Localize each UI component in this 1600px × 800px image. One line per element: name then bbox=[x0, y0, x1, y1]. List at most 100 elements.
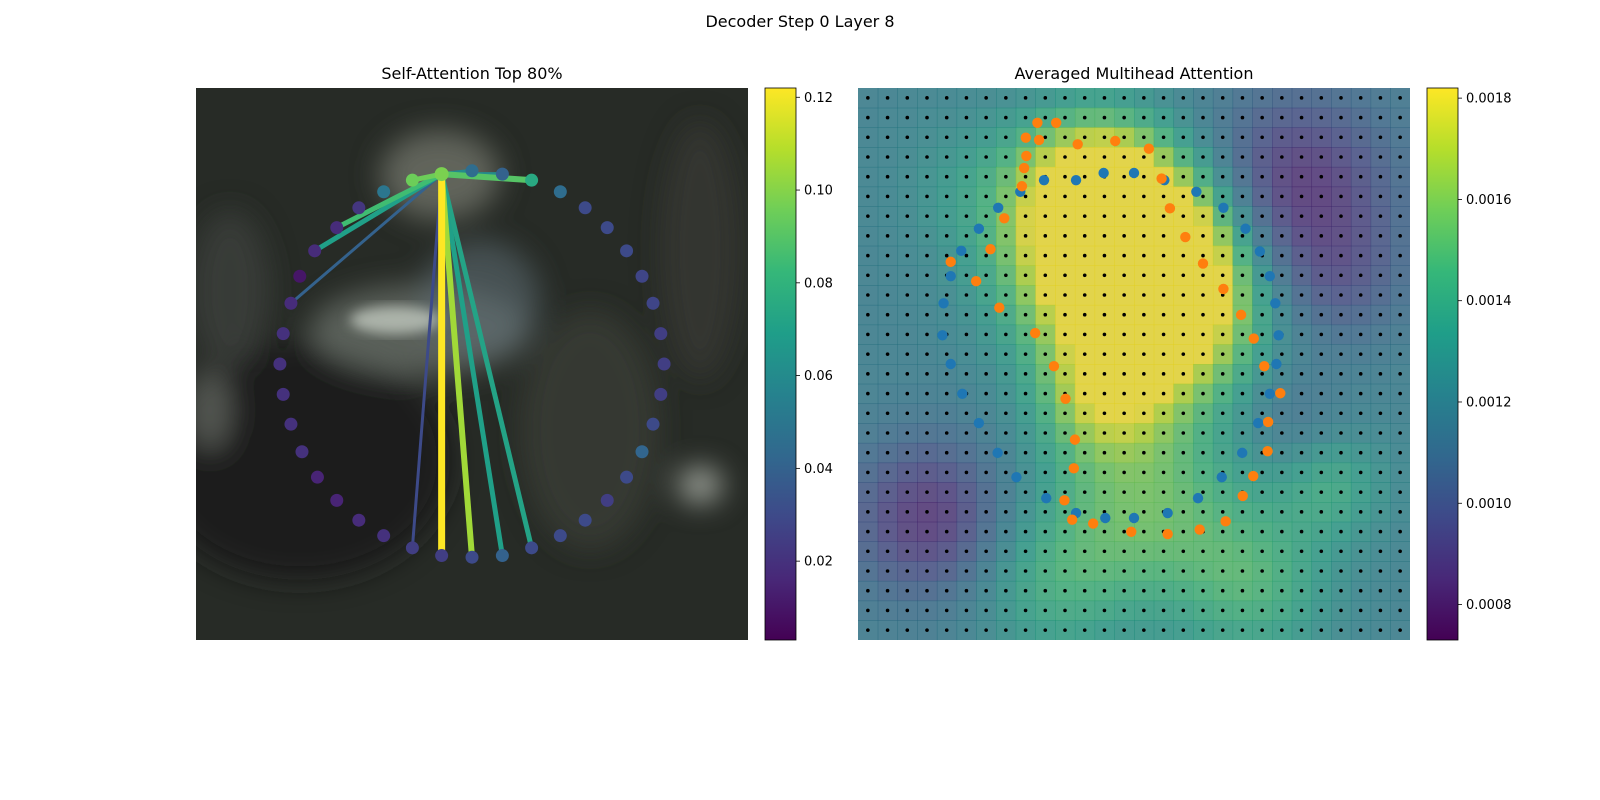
grid-dot bbox=[1358, 352, 1363, 356]
grid-dot bbox=[1181, 588, 1186, 593]
grid-dot bbox=[885, 608, 890, 613]
grid-dot bbox=[1201, 490, 1205, 494]
grid-dot bbox=[905, 96, 910, 100]
grid-dot bbox=[944, 352, 949, 356]
grid-dot bbox=[905, 608, 910, 613]
grid-dot bbox=[1398, 352, 1402, 356]
grid-dot bbox=[1161, 234, 1166, 238]
grid-dot bbox=[1319, 470, 1324, 475]
grid-dot bbox=[1319, 96, 1324, 100]
grid-dot bbox=[1220, 234, 1225, 238]
grid-dot bbox=[1004, 96, 1008, 100]
grid-dot bbox=[1280, 273, 1284, 278]
decoder-point-6 bbox=[1197, 258, 1209, 269]
grid-dot bbox=[1004, 253, 1008, 258]
grid-dot bbox=[1319, 411, 1324, 416]
grid-dot bbox=[1181, 608, 1186, 613]
grid-dot bbox=[1043, 470, 1048, 475]
grid-dot bbox=[1378, 332, 1383, 337]
grid-dot bbox=[1082, 174, 1087, 179]
decoder-point-1 bbox=[1110, 135, 1121, 147]
grid-dot bbox=[1280, 588, 1284, 593]
grid-dot bbox=[866, 312, 870, 317]
grid-dot bbox=[1142, 273, 1146, 278]
grid-dot bbox=[925, 411, 929, 416]
grid-dot bbox=[1280, 312, 1284, 317]
grid-dot bbox=[905, 588, 910, 593]
grid-dot bbox=[1142, 608, 1146, 613]
grid-dot bbox=[1220, 490, 1225, 494]
keypoint-0 bbox=[434, 167, 449, 182]
grid-dot bbox=[925, 628, 929, 632]
grid-dot bbox=[1161, 214, 1166, 218]
grid-dot bbox=[1260, 569, 1264, 573]
grid-dot bbox=[1023, 549, 1028, 554]
grid-dot bbox=[1063, 253, 1067, 258]
grid-dot bbox=[1082, 135, 1087, 140]
keypoint-9 bbox=[646, 296, 660, 310]
grid-dot bbox=[1358, 115, 1363, 120]
grid-dot bbox=[1358, 135, 1363, 140]
grid-dot bbox=[1181, 115, 1186, 120]
grid-dot bbox=[1319, 608, 1324, 613]
grid-dot bbox=[1023, 510, 1028, 514]
grid-dot bbox=[925, 312, 929, 317]
grid-dot bbox=[1339, 194, 1343, 199]
grid-dot bbox=[1220, 628, 1225, 632]
grid-dot bbox=[1339, 174, 1343, 179]
grid-dot bbox=[1063, 332, 1067, 337]
grid-dot bbox=[866, 214, 870, 218]
grid-dot bbox=[1280, 529, 1284, 534]
grid-dot bbox=[964, 470, 969, 475]
decoder-point-39 bbox=[1018, 162, 1030, 174]
grid-dot bbox=[1082, 529, 1087, 534]
grid-dot bbox=[1102, 628, 1107, 632]
grid-dot bbox=[1161, 273, 1166, 278]
grid-dot bbox=[1398, 273, 1402, 278]
grid-dot bbox=[1161, 470, 1166, 475]
grid-dot bbox=[925, 588, 929, 593]
decoder-point-32 bbox=[999, 213, 1010, 224]
grid-dot bbox=[1102, 608, 1107, 613]
grid-dot bbox=[1122, 431, 1126, 435]
grid-dot bbox=[1201, 431, 1205, 435]
grid-dot bbox=[1319, 234, 1324, 238]
grid-dot bbox=[1260, 115, 1264, 120]
grid-dot bbox=[1102, 135, 1107, 140]
encoder-point-15 bbox=[1216, 471, 1227, 483]
grid-dot bbox=[1142, 234, 1146, 238]
right-colorbar: 0.0008 0.0010 0.0012 0.0014 0.0016 0.0018 bbox=[1426, 87, 1512, 641]
grid-dot bbox=[984, 588, 988, 593]
grid-dot bbox=[885, 588, 890, 593]
encoder-point-24 bbox=[973, 417, 985, 429]
grid-dot bbox=[1220, 549, 1225, 554]
grid-dot bbox=[1240, 155, 1245, 159]
encoder-point-29 bbox=[945, 271, 956, 282]
grid-dot bbox=[1004, 510, 1008, 514]
keypoint-31 bbox=[273, 357, 287, 371]
grid-dot bbox=[905, 155, 910, 159]
grid-dot bbox=[1142, 332, 1146, 337]
grid-dot bbox=[1161, 588, 1166, 593]
grid-dot bbox=[944, 194, 949, 199]
grid-dot bbox=[1398, 293, 1402, 297]
grid-dot bbox=[1043, 115, 1048, 120]
grid-dot bbox=[885, 253, 890, 258]
grid-dot bbox=[1339, 411, 1343, 416]
keypoint-35 bbox=[308, 244, 322, 258]
grid-dot bbox=[1260, 234, 1264, 238]
attention-edge-6 bbox=[439, 173, 535, 549]
grid-dot bbox=[1398, 510, 1402, 514]
grid-dot bbox=[1043, 431, 1048, 435]
grid-dot bbox=[905, 332, 910, 337]
grid-dot bbox=[1122, 470, 1126, 475]
grid-dot bbox=[1398, 628, 1402, 632]
encoder-point-11 bbox=[1271, 358, 1282, 370]
grid-dot bbox=[1260, 510, 1264, 514]
grid-dot bbox=[1122, 490, 1126, 494]
grid-dot bbox=[1161, 628, 1166, 632]
grid-dot bbox=[1358, 312, 1363, 317]
decoder-point-8 bbox=[1235, 309, 1247, 321]
grid-dot bbox=[1319, 391, 1324, 396]
grid-dot bbox=[1023, 391, 1028, 396]
